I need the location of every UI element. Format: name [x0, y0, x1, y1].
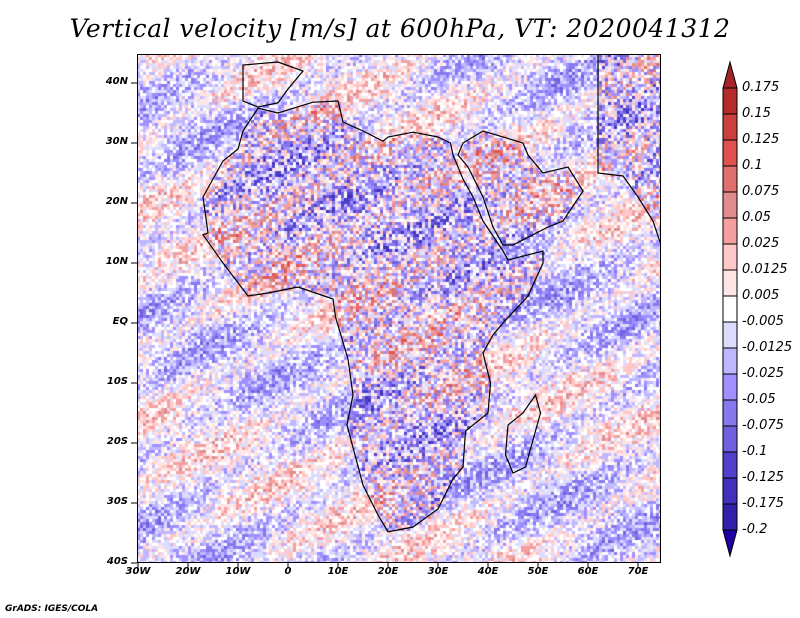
colorbar-box [722, 451, 738, 479]
colorbar-label: 0.005 [742, 288, 780, 303]
lon-label: 0 [284, 566, 292, 577]
lat-label: 10N [105, 256, 128, 267]
colorbar-box [722, 113, 738, 141]
lon-label: 40E [477, 566, 499, 577]
lon-label: 60E [577, 566, 599, 577]
colorbar-box [722, 191, 738, 219]
colorbar-box [722, 295, 738, 323]
colorbar-box [722, 243, 738, 271]
colorbar-label: -0.175 [742, 496, 784, 511]
colorbar-box [722, 217, 738, 245]
colorbar-label: -0.075 [742, 418, 784, 433]
colorbar-label: 0.025 [742, 236, 780, 251]
lat-label: 20N [105, 196, 128, 207]
lon-label: 10W [225, 566, 251, 577]
asia-coastline [597, 54, 661, 247]
lat-label: EQ [112, 316, 128, 327]
lon-label: 70E [627, 566, 649, 577]
colorbar-box [722, 477, 738, 505]
plot-title: Vertical velocity [m/s] at 600hPa, VT: 2… [69, 14, 731, 43]
colorbar-box [722, 373, 738, 401]
colorbar-box [722, 347, 738, 375]
colorbar-box [722, 165, 738, 193]
colorbar-box [722, 399, 738, 427]
lon-label: 10E [327, 566, 349, 577]
colorbar-label: -0.0125 [742, 340, 793, 355]
colorbar-label: -0.125 [742, 470, 784, 485]
colorbar-label: 0.0125 [742, 262, 788, 277]
lon-label: 20E [377, 566, 399, 577]
colorbar-box [722, 503, 738, 531]
colorbar-top-triangle [722, 60, 738, 89]
colorbar-label: 0.075 [742, 184, 780, 199]
colorbar-label: 0.175 [742, 80, 780, 95]
lat-label: 40N [105, 76, 128, 87]
madagascar-coastline [504, 393, 542, 474]
map-frame [137, 54, 661, 563]
arabia-coastline [457, 130, 584, 246]
lon-label: 20W [175, 566, 201, 577]
lat-label: 10S [106, 376, 128, 387]
grads-credit: GrADS: IGES/COLA [5, 604, 99, 614]
lon-label: 50E [527, 566, 549, 577]
colorbar-label: -0.025 [742, 366, 784, 381]
lat-label: 20S [106, 436, 128, 447]
colorbar-label: 0.1 [742, 158, 763, 173]
colorbar-label: -0.1 [742, 444, 768, 459]
colorbar-label: -0.005 [742, 314, 784, 329]
lon-label: 30E [427, 566, 449, 577]
colorbar-box [722, 269, 738, 297]
colorbar-bottom-triangle [722, 529, 738, 558]
colorbar-box [722, 87, 738, 115]
colorbar-box [722, 425, 738, 453]
vertical-velocity-field [137, 54, 661, 563]
colorbar-label: 0.15 [742, 106, 771, 121]
iberia-coastline [242, 61, 305, 108]
colorbar-label: 0.125 [742, 132, 780, 147]
colorbar-label: -0.05 [742, 392, 776, 407]
lon-label: 30W [125, 566, 151, 577]
lat-label: 30N [105, 136, 128, 147]
colorbar-label: -0.2 [742, 522, 768, 537]
colorbar-box [722, 139, 738, 167]
lat-label: 40S [106, 556, 128, 567]
lat-label: 30S [106, 496, 128, 507]
colorbar-label: 0.05 [742, 210, 771, 225]
africa-coastline [202, 100, 544, 533]
colorbar-box [722, 321, 738, 349]
